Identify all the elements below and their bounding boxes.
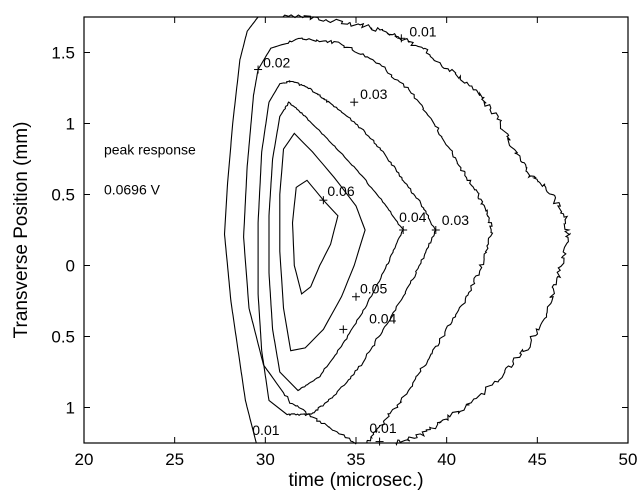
contour-labels: 0.01 0.02 0.03 0.06 0.04 0.03 0.05 0.04 0.01 0.01	[252, 23, 469, 438]
contour-line-0-02	[243, 37, 494, 445]
contour-label: 0.06	[327, 183, 354, 199]
y-axis-label: Transverse Position (mm)	[11, 122, 32, 339]
contour-line-0-01	[223, 14, 572, 446]
y-tick-label: 0.5	[51, 186, 75, 205]
y-tick-label: 1	[66, 399, 75, 418]
contour-label: 0.02	[263, 55, 290, 71]
x-tick-label: 45	[528, 450, 547, 469]
y-tick-label: 0.5	[51, 328, 75, 347]
contour-line-0-06	[291, 179, 339, 295]
y-tick-label: 0	[66, 257, 75, 276]
annotations: peak response 0.0696 V	[104, 142, 196, 198]
contour-label: 0.04	[369, 310, 396, 326]
contour-label: 0.05	[360, 281, 387, 297]
annotation-text: peak response	[104, 142, 196, 158]
plot-frame	[83, 16, 629, 444]
x-tick-label: 30	[256, 450, 275, 469]
contour-label: 0.04	[399, 209, 426, 225]
tick-labels: 20 25 30 35 40 45 50 1.5 1 0.5 0 0.5 1	[51, 44, 637, 470]
contour-line-0-05	[279, 132, 366, 352]
contour-markers	[254, 34, 440, 446]
contour-line-0-03	[257, 80, 437, 417]
x-tick-label: 25	[165, 450, 184, 469]
contour-label: 0.03	[442, 212, 469, 228]
contour-label: 0.01	[409, 23, 436, 39]
x-tick-label: 40	[437, 450, 456, 469]
contour-lines	[223, 14, 572, 446]
contour-label: 0.01	[252, 422, 279, 438]
contour-label: 0.01	[369, 420, 396, 436]
contour-line-0-04	[268, 101, 405, 392]
x-axis-label: time (microsec.)	[288, 470, 423, 491]
y-tick-label: 1.5	[51, 44, 75, 63]
x-tick-label: 35	[347, 450, 366, 469]
contour-label: 0.03	[360, 86, 387, 102]
x-tick-label: 20	[75, 450, 94, 469]
axis-ticks	[83, 17, 629, 443]
y-tick-label: 1	[66, 115, 75, 134]
x-tick-label: 50	[619, 450, 638, 469]
annotation-text: 0.0696 V	[104, 182, 161, 198]
